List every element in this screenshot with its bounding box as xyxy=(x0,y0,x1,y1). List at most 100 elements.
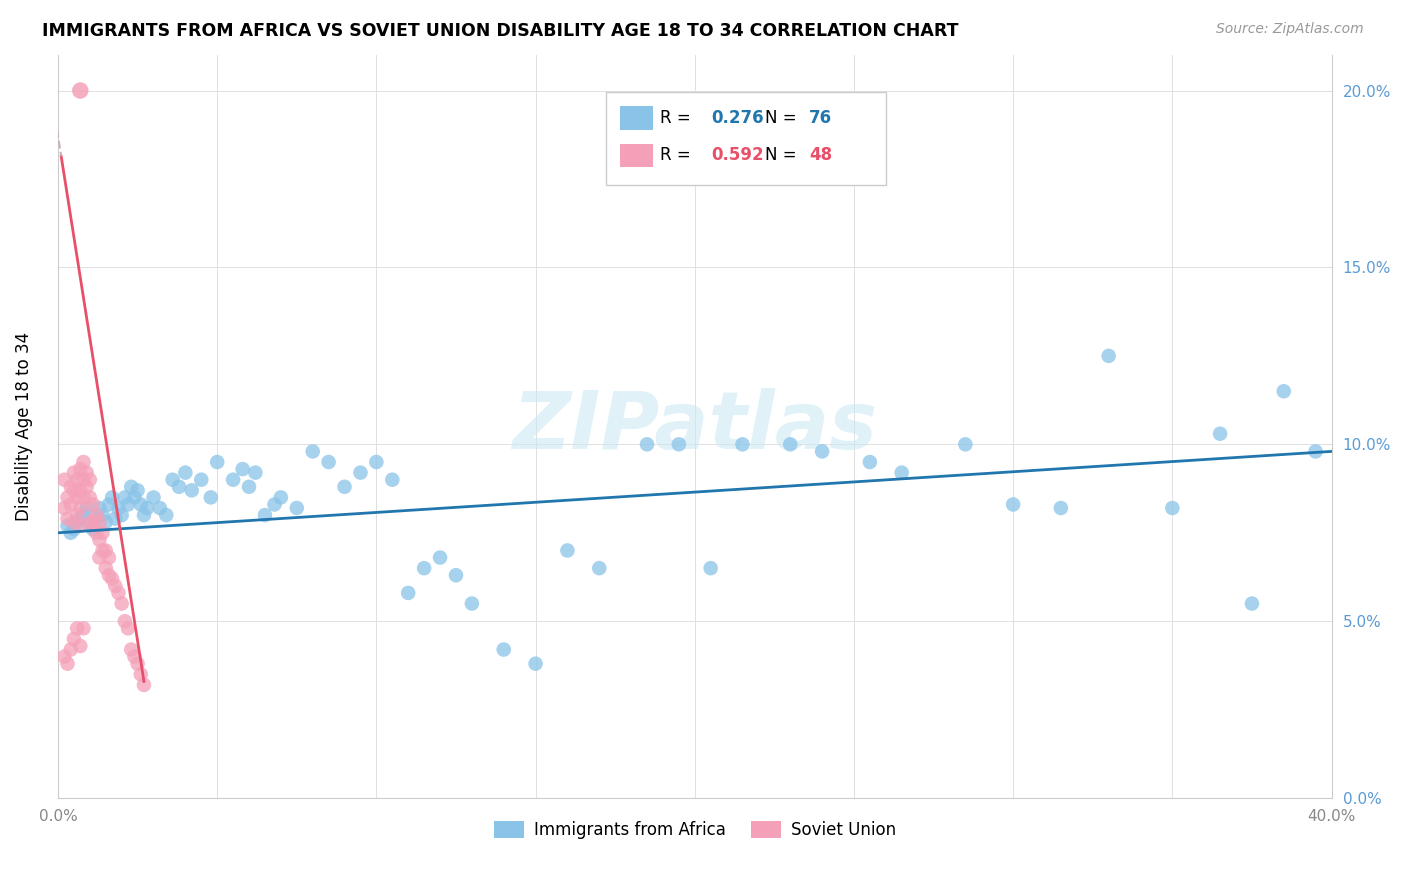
Text: Source: ZipAtlas.com: Source: ZipAtlas.com xyxy=(1216,22,1364,37)
Point xyxy=(97,550,120,565)
Point xyxy=(162,473,184,487)
Point xyxy=(779,437,801,451)
Point xyxy=(955,437,977,451)
Point xyxy=(104,579,127,593)
Point xyxy=(731,437,754,451)
Point xyxy=(59,498,82,512)
Point xyxy=(76,501,98,516)
Point xyxy=(232,462,254,476)
Text: N =: N = xyxy=(765,146,801,164)
Point xyxy=(89,515,111,529)
Point xyxy=(190,473,212,487)
Point xyxy=(56,518,79,533)
Point xyxy=(76,466,98,480)
Point xyxy=(180,483,202,498)
Point xyxy=(381,473,404,487)
Point xyxy=(97,498,120,512)
Text: 0.592: 0.592 xyxy=(711,146,763,164)
Point xyxy=(56,491,79,505)
Point xyxy=(69,83,91,97)
Point xyxy=(104,511,127,525)
Point xyxy=(69,501,91,516)
Point xyxy=(91,525,114,540)
Point xyxy=(859,455,882,469)
Point xyxy=(205,455,228,469)
Point xyxy=(238,480,260,494)
Point xyxy=(285,501,308,516)
Legend: Immigrants from Africa, Soviet Union: Immigrants from Africa, Soviet Union xyxy=(486,814,903,846)
Point xyxy=(66,473,89,487)
Point xyxy=(79,473,101,487)
Y-axis label: Disability Age 18 to 34: Disability Age 18 to 34 xyxy=(15,332,32,521)
Point xyxy=(444,568,467,582)
Point xyxy=(132,508,155,522)
Point xyxy=(84,508,107,522)
Point xyxy=(59,480,82,494)
Point xyxy=(53,473,76,487)
Point xyxy=(333,480,356,494)
Point xyxy=(53,649,76,664)
Point xyxy=(111,508,134,522)
Point xyxy=(101,491,124,505)
Point xyxy=(69,518,91,533)
Point xyxy=(117,621,139,635)
Point xyxy=(1272,384,1295,399)
Point xyxy=(66,491,89,505)
Point xyxy=(263,498,285,512)
Point xyxy=(107,501,129,516)
Point xyxy=(69,511,91,525)
Point xyxy=(89,550,111,565)
Point xyxy=(222,473,245,487)
Point xyxy=(142,491,165,505)
Point xyxy=(1002,498,1025,512)
Point xyxy=(413,561,436,575)
Point xyxy=(132,678,155,692)
Point xyxy=(1098,349,1121,363)
Point xyxy=(69,639,91,653)
Text: 76: 76 xyxy=(810,110,832,128)
Point xyxy=(270,491,292,505)
Point xyxy=(72,455,94,469)
Point xyxy=(127,657,149,671)
Point xyxy=(129,498,152,512)
Point xyxy=(59,642,82,657)
Point xyxy=(82,522,104,536)
Point xyxy=(66,621,89,635)
Point xyxy=(94,515,117,529)
Point xyxy=(72,508,94,522)
Point xyxy=(636,437,658,451)
Text: 0.276: 0.276 xyxy=(711,110,763,128)
Point xyxy=(461,597,484,611)
Point xyxy=(97,568,120,582)
Point xyxy=(107,586,129,600)
Point xyxy=(66,515,89,529)
Point xyxy=(94,561,117,575)
Point xyxy=(155,508,177,522)
Point xyxy=(1161,501,1184,516)
Point xyxy=(91,508,114,522)
Point xyxy=(79,515,101,529)
Point xyxy=(72,473,94,487)
Point xyxy=(79,491,101,505)
Point xyxy=(149,501,172,516)
Point xyxy=(101,572,124,586)
FancyBboxPatch shape xyxy=(606,92,886,186)
Point xyxy=(253,508,276,522)
Point xyxy=(114,614,136,628)
Point xyxy=(89,533,111,547)
Point xyxy=(94,543,117,558)
Point xyxy=(63,522,86,536)
Point xyxy=(136,501,159,516)
Point xyxy=(89,501,111,516)
Point xyxy=(56,657,79,671)
Point xyxy=(588,561,610,575)
Point xyxy=(59,525,82,540)
Point xyxy=(82,515,104,529)
Point xyxy=(124,649,146,664)
Text: R =: R = xyxy=(661,146,696,164)
Point xyxy=(66,508,89,522)
Point xyxy=(69,462,91,476)
Text: ZIPatlas: ZIPatlas xyxy=(512,388,877,466)
Text: N =: N = xyxy=(765,110,801,128)
Point xyxy=(245,466,267,480)
